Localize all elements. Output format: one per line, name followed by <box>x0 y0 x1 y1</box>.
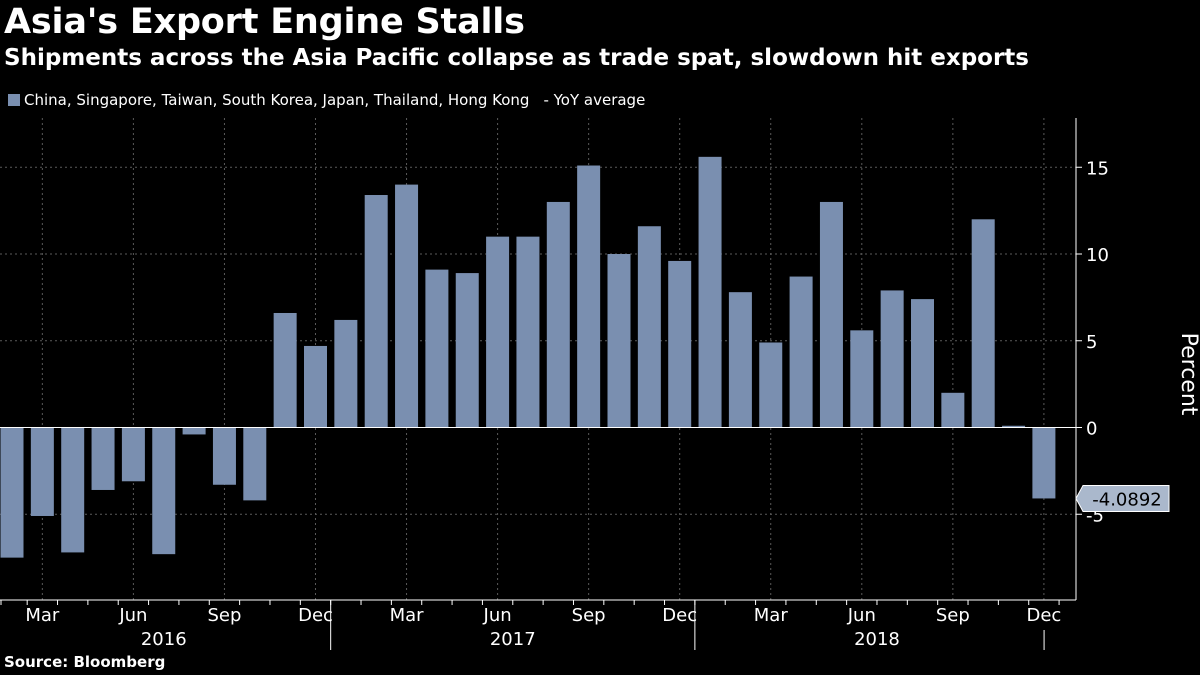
x-month-label: Mar <box>390 605 425 626</box>
x-month-label: Jun <box>483 605 512 626</box>
x-month-label: Mar <box>25 605 60 626</box>
last-value-label: -4.0892 <box>1092 489 1161 510</box>
bar-2017-11 <box>637 226 661 428</box>
bar-2018-05 <box>819 201 843 428</box>
bar-2018-10 <box>971 219 995 428</box>
bar-2018-02 <box>728 292 752 428</box>
legend-series-label: China, Singapore, Taiwan, South Korea, J… <box>24 91 530 109</box>
bar-2017-07 <box>516 236 540 428</box>
bar-2018-08 <box>911 299 934 428</box>
bar-2018-09 <box>941 392 965 428</box>
chart-title: Asia's Export Engine Stalls <box>4 2 525 42</box>
legend-suffix: - YoY average <box>543 91 646 109</box>
bar-2016-10 <box>243 427 267 501</box>
x-month-label: Jun <box>847 605 876 626</box>
bar-2016-06 <box>121 427 145 482</box>
bar-2018-01 <box>698 156 722 428</box>
bar-2017-01 <box>334 319 358 428</box>
y-tick-label: 15 <box>1086 158 1109 179</box>
bar-2016-02 <box>0 427 24 558</box>
bar-2016-05 <box>91 427 115 490</box>
x-month-label: Dec <box>1026 605 1061 626</box>
bar-2018-03 <box>759 342 783 428</box>
bar-2018-06 <box>850 330 874 428</box>
bar-2016-07 <box>152 427 176 555</box>
y-tick-label: 5 <box>1086 332 1097 353</box>
x-year-label: 2016 <box>141 629 187 650</box>
x-month-label: Jun <box>118 605 147 626</box>
x-year-label: 2018 <box>854 629 900 650</box>
bar-2017-02 <box>364 195 388 428</box>
x-month-label: Dec <box>662 605 697 626</box>
bar-2016-08 <box>182 427 206 435</box>
bar-2017-05 <box>455 273 479 428</box>
x-month-label: Sep <box>572 605 606 626</box>
bar-2018-04 <box>789 276 813 428</box>
y-tick-label: 10 <box>1086 245 1109 266</box>
bar-2018-11 <box>1002 425 1026 428</box>
bar-2016-03 <box>30 427 54 516</box>
bar-2017-06 <box>486 236 510 428</box>
last-value-callout <box>1075 484 1170 512</box>
bar-2016-09 <box>212 427 236 485</box>
bar-2017-08 <box>546 201 570 428</box>
bar-2016-04 <box>61 427 85 553</box>
bar-2017-03 <box>395 184 419 428</box>
bar-2018-12 <box>1032 427 1056 499</box>
x-month-label: Dec <box>298 605 333 626</box>
bar-2017-04 <box>425 269 449 428</box>
bar-2018-07 <box>880 290 904 428</box>
x-year-label: 2017 <box>490 629 536 650</box>
bar-2017-10 <box>607 254 631 428</box>
bars <box>0 156 1056 558</box>
y-axis-label: Percent <box>1176 333 1200 416</box>
x-month-label: Sep <box>936 605 970 626</box>
source-note: Source: Bloomberg <box>4 653 166 671</box>
legend: China, Singapore, Taiwan, South Korea, J… <box>8 91 645 109</box>
bar-2017-09 <box>577 165 601 428</box>
y-tick-label: 0 <box>1086 419 1097 440</box>
x-month-label: Sep <box>207 605 241 626</box>
bar-2017-12 <box>668 260 692 428</box>
legend-swatch <box>8 94 20 106</box>
chart-subtitle: Shipments across the Asia Pacific collap… <box>4 45 1029 71</box>
x-month-label: Mar <box>754 605 789 626</box>
bar-2016-11 <box>273 312 297 428</box>
bar-2016-12 <box>304 345 327 428</box>
